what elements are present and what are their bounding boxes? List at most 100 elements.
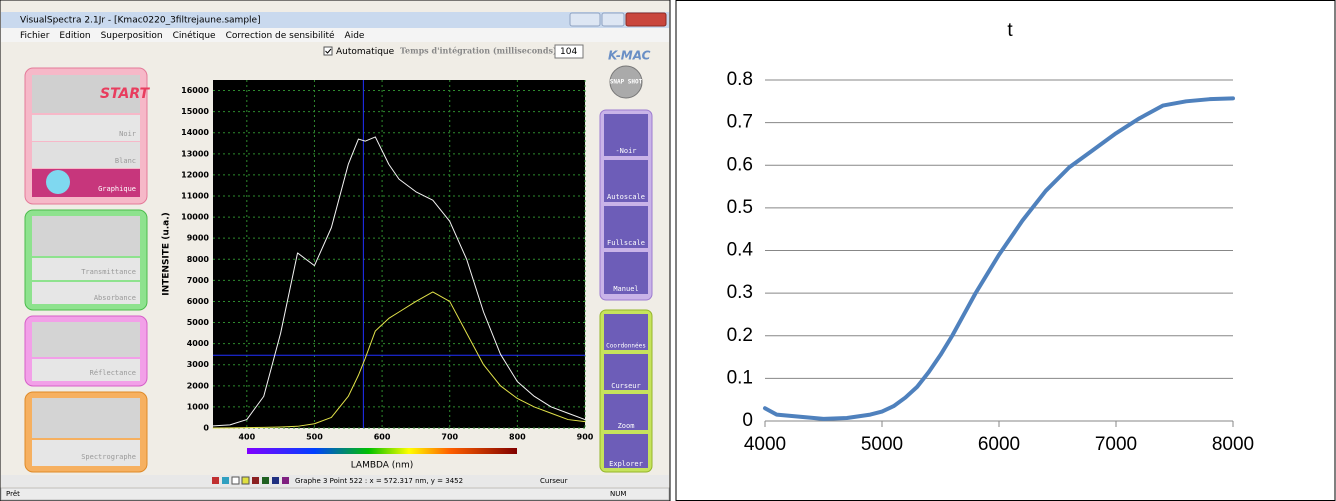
y-tick-label: 16000 xyxy=(181,86,209,95)
device-image xyxy=(32,216,140,256)
button-label[interactable]: Spectrographe xyxy=(81,453,136,461)
menu-item[interactable]: Superposition xyxy=(101,31,163,41)
autoscale-button[interactable] xyxy=(604,160,648,202)
curseur-button[interactable] xyxy=(604,354,648,390)
status-ready: Prêt xyxy=(6,490,20,498)
integration-input[interactable] xyxy=(554,44,584,59)
y-tick-label: 0.2 xyxy=(727,325,753,346)
close-button[interactable] xyxy=(625,12,667,27)
x-axis-label: LAMBDA (nm) xyxy=(351,461,414,471)
button-label[interactable]: Graphique xyxy=(98,185,136,193)
menu-item[interactable]: Correction de sensibilité xyxy=(226,30,335,41)
check-mark xyxy=(325,48,332,54)
snapshot-button[interactable] xyxy=(609,65,643,99)
button-label[interactable]: Blanc xyxy=(115,157,136,165)
window-title: VisualSpectra 2.1Jr - [Kmac0220_3filtrej… xyxy=(20,16,261,26)
button-label[interactable]: Réflectance xyxy=(90,369,136,377)
y-tick-label: 15000 xyxy=(181,107,209,116)
menu-item[interactable]: Edition xyxy=(59,31,90,41)
y-tick-label: 6000 xyxy=(187,297,210,306)
fullscale-button[interactable] xyxy=(604,206,648,248)
x-tick-label: 8000 xyxy=(1212,434,1254,455)
y-tick-label: 9000 xyxy=(187,234,210,243)
y-tick-label: 0 xyxy=(742,410,753,431)
y-tick-label: 0.5 xyxy=(727,197,753,218)
status-num: NUM xyxy=(610,490,626,498)
button-label[interactable]: Noir xyxy=(119,130,136,138)
y-tick-label: 7000 xyxy=(187,276,210,285)
x-tick-label: 6000 xyxy=(978,434,1020,455)
button-label[interactable]: Curseur xyxy=(611,382,641,390)
x-tick-label: 7000 xyxy=(1095,434,1137,455)
x-tick-label: 800 xyxy=(509,433,526,442)
button-label[interactable]: Zoom xyxy=(618,422,635,430)
button-label[interactable]: Fullscale xyxy=(607,239,645,247)
y-tick-label: 2000 xyxy=(187,381,210,390)
icon xyxy=(46,170,70,194)
y-tick-label: 1000 xyxy=(187,402,210,411)
y-tick-label: 14000 xyxy=(181,128,209,137)
x-tick-label: 500 xyxy=(306,433,323,442)
reflectance-button[interactable] xyxy=(32,359,140,381)
transmittance-button[interactable] xyxy=(32,258,140,280)
spectrographe-button[interactable] xyxy=(32,440,140,466)
series-line xyxy=(763,96,1235,421)
button-label[interactable]: Transmittance xyxy=(81,268,136,276)
button-label[interactable]: SNAP SHOT xyxy=(610,79,643,86)
menu-item[interactable]: Fichier xyxy=(20,31,50,41)
integration-label: Temps d'intégration (milliseconds) xyxy=(400,46,557,56)
button-label[interactable]: -Noir xyxy=(615,147,636,155)
noir-button[interactable] xyxy=(604,114,648,156)
menu-item[interactable]: Cinétique xyxy=(173,30,216,41)
blanc-button[interactable] xyxy=(32,142,140,168)
y-tick-label: 3000 xyxy=(187,360,210,369)
panel-group xyxy=(599,309,653,473)
coordonnees-button[interactable] xyxy=(604,314,648,350)
y-tick-label: 0.6 xyxy=(727,154,753,175)
minimize-button[interactable] xyxy=(569,12,601,27)
x-tick-label: 700 xyxy=(441,433,458,442)
color-scale xyxy=(247,448,517,454)
x-tick-label: 400 xyxy=(238,433,255,442)
legend-bar xyxy=(1,475,669,487)
series-swatches xyxy=(212,476,289,485)
y-tick-label: 13000 xyxy=(181,149,209,158)
noir-button[interactable] xyxy=(32,115,140,141)
status-bar xyxy=(0,487,670,501)
button-label[interactable]: Coordonnées xyxy=(606,343,646,350)
maximize-button[interactable] xyxy=(601,12,625,27)
start-logo: START xyxy=(100,86,151,102)
logo: K-MAC xyxy=(608,49,651,63)
button-label[interactable]: Explorer xyxy=(609,460,643,468)
y-tick-label: 12000 xyxy=(181,170,209,179)
series-line xyxy=(212,291,586,429)
menu-item[interactable]: Aide xyxy=(345,31,365,41)
x-tick-label: 4000 xyxy=(744,434,786,455)
explorer-button[interactable] xyxy=(604,434,648,468)
integration-value[interactable]: 104 xyxy=(560,47,577,57)
y-tick-label: 8000 xyxy=(187,255,210,264)
device-image xyxy=(32,322,140,357)
menu-bar xyxy=(1,28,669,42)
y-axis-label: INTENSITE (u.a.) xyxy=(162,212,172,296)
start-button[interactable] xyxy=(32,75,140,113)
button-label[interactable]: Manuel xyxy=(613,285,638,293)
title-bar xyxy=(1,12,669,28)
y-tick-label: 0 xyxy=(203,424,209,433)
button-label[interactable]: Autoscale xyxy=(607,193,645,201)
y-tick-label: 0.1 xyxy=(727,367,753,388)
x-tick-label: 900 xyxy=(577,433,594,442)
zoom-button[interactable] xyxy=(604,394,648,430)
y-tick-label: 0.4 xyxy=(727,240,754,261)
plot-background xyxy=(213,80,585,428)
y-tick-label: 4000 xyxy=(187,339,210,348)
x-tick-label: 5000 xyxy=(861,434,903,455)
manuel-button[interactable] xyxy=(604,252,648,294)
absorbance-button[interactable] xyxy=(32,282,140,304)
checkbox[interactable] xyxy=(323,46,333,56)
y-tick-label: 0.7 xyxy=(727,112,753,133)
checkbox-label[interactable]: Automatique xyxy=(336,47,395,57)
button-label[interactable]: Absorbance xyxy=(94,294,136,302)
y-tick-label: 0.3 xyxy=(727,282,753,303)
